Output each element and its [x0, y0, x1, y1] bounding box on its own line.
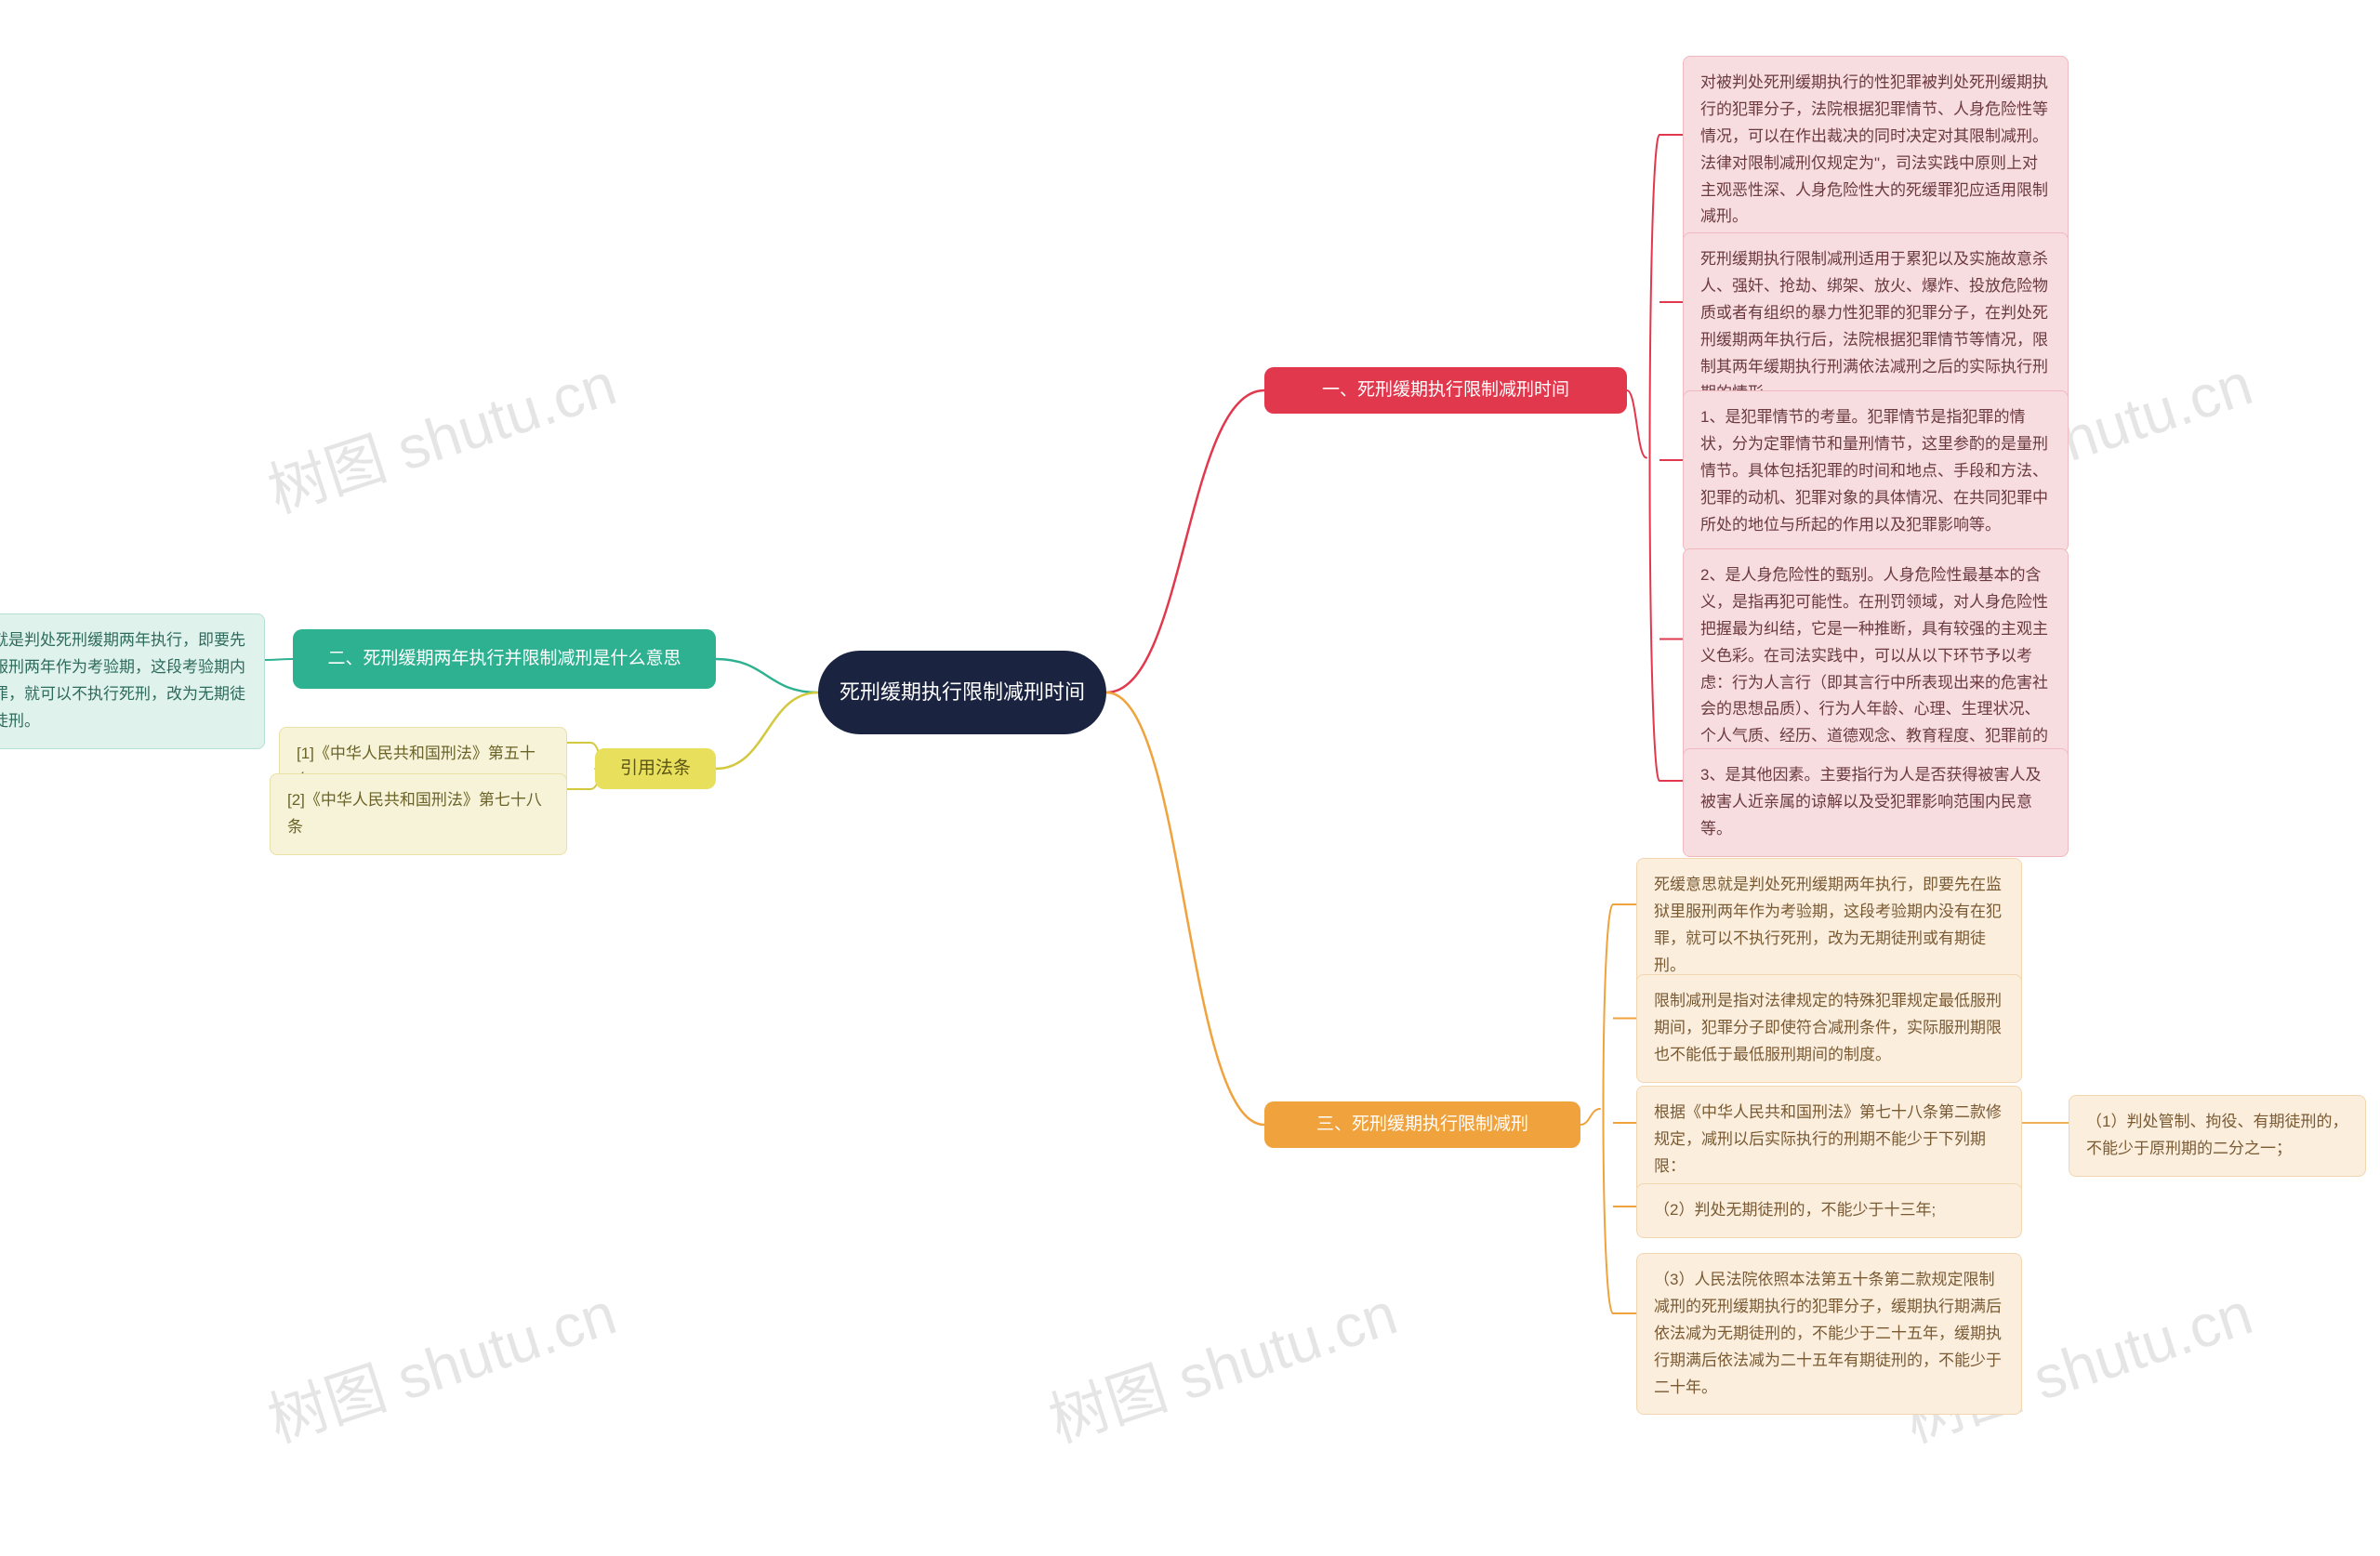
center-topic[interactable]: 死刑缓期执行限制减刑时间 [818, 651, 1106, 734]
leaf-node[interactable]: 限制减刑是指对法律规定的特殊犯罪规定最低服刑期间，犯罪分子即使符合减刑条件，实际… [1636, 974, 2022, 1083]
watermark: 树图 shutu.cn [256, 1266, 625, 1458]
leaf-node[interactable]: （2）判处无期徒刑的，不能少于十三年; [1636, 1183, 2022, 1238]
leaf-node[interactable]: 死缓意思就是判处死刑缓期两年执行，即要先在监狱里服刑两年作为考验期，这段考验期内… [1636, 858, 2022, 994]
branch-node[interactable]: 引用法条 [595, 748, 716, 789]
branch-node[interactable]: 一、死刑缓期执行限制减刑时间 [1264, 367, 1627, 414]
watermark: 树图 shutu.cn [1037, 1266, 1406, 1458]
leaf-node[interactable]: 3、是其他因素。主要指行为人是否获得被害人及被害人近亲属的谅解以及受犯罪影响范围… [1683, 748, 2069, 857]
branch-node[interactable]: 二、死刑缓期两年执行并限制减刑是什么意思 [293, 629, 716, 689]
leaf-node[interactable]: 根据《中华人民共和国刑法》第七十八条第二款修规定，减刑以后实际执行的刑期不能少于… [1636, 1086, 2022, 1194]
leaf-node[interactable]: 死缓意思就是判处死刑缓期两年执行，即要先在监狱里服刑两年作为考验期，这段考验期内… [0, 613, 265, 749]
branch-node[interactable]: 三、死刑缓期执行限制减刑 [1264, 1101, 1580, 1148]
leaf-node-sub[interactable]: （1）判处管制、拘役、有期徒刑的，不能少于原刑期的二分之一； [2069, 1095, 2366, 1177]
leaf-node[interactable]: 1、是犯罪情节的考量。犯罪情节是指犯罪的情状，分为定罪情节和量刑情节，这里参酌的… [1683, 390, 2069, 552]
leaf-node[interactable]: （3）人民法院依照本法第五十条第二款规定限制减刑的死刑缓期执行的犯罪分子，缓期执… [1636, 1253, 2022, 1415]
leaf-node[interactable]: 对被判处死刑缓期执行的性犯罪被判处死刑缓期执行的犯罪分子，法院根据犯罪情节、人身… [1683, 56, 2069, 244]
watermark: 树图 shutu.cn [256, 336, 625, 529]
leaf-node[interactable]: [2]《中华人民共和国刑法》第七十八条 [270, 773, 567, 855]
